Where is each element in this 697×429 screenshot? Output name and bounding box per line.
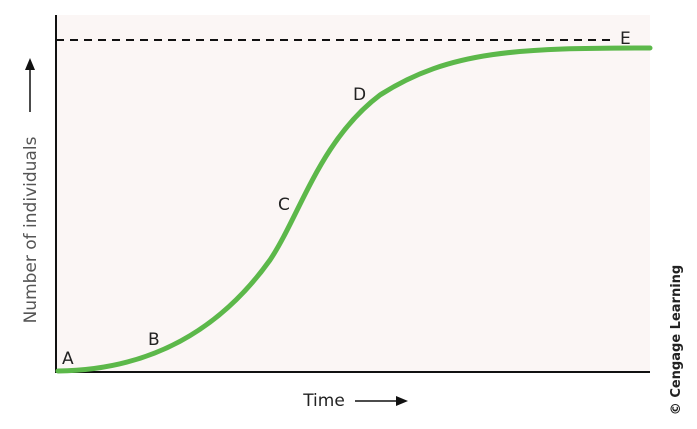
growth-curve [55,45,653,374]
point-label: C [278,195,290,215]
point-label: D [353,85,366,105]
y-axis-arrowhead [25,58,35,70]
point-label: A [62,349,74,369]
plot-area [56,15,650,372]
credit: © Cengage Learning [669,265,684,415]
y-axis-label: Number of individuals [21,136,41,323]
point-label: E [620,29,631,49]
x-axis-label: Time [302,391,345,411]
point-label: B [148,330,160,350]
x-axis-arrowhead [396,396,408,406]
